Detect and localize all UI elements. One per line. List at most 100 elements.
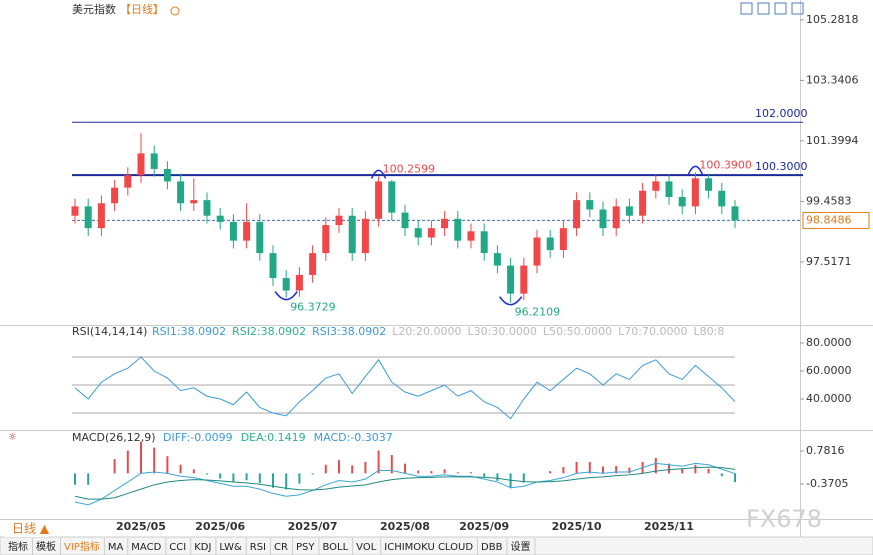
candle-body [256,221,264,254]
y-tick-label: 105.2818 [806,13,859,26]
candle-body [441,218,449,229]
period-tab[interactable] [4,520,48,537]
candle-body [322,225,330,254]
toolbar-tab[interactable]: KDJ [194,542,211,553]
x-tick-label: 2025/05 [116,520,166,533]
candle-body [546,237,554,250]
legend-entry: RSI3:38.0902 [312,325,386,338]
toolbar-tab[interactable]: 指标 [8,540,28,553]
icon[interactable] [757,2,770,15]
legend-entry: L20:20.0000 [392,325,461,338]
toolbar-tab[interactable]: 模板 [36,540,56,553]
candle-body [203,200,211,216]
rsi-line [74,356,736,420]
y-tick-label: 0.7816 [806,444,845,457]
candle-body [678,197,686,207]
candle-body [124,175,132,188]
candle-body [361,218,369,254]
toolbar-tab[interactable]: MA [108,542,124,553]
icon[interactable]: ☼ [8,432,17,443]
candle-body [111,187,119,204]
candle-body [295,274,303,291]
candle-body [163,168,171,182]
candle-body [718,190,726,207]
toolbar-tab[interactable]: VIP指标 [64,540,100,553]
marker-arc [370,169,387,179]
x-tick-label: 2025/09 [459,520,509,533]
candle-body [599,209,607,229]
icon[interactable] [740,2,753,15]
legend-entry: DEA:0.1419 [241,431,306,444]
candle-body [348,215,356,254]
y-tick-label: 60.0000 [806,364,852,377]
toolbar-tab[interactable]: CCI [169,542,186,553]
candle-body [243,221,251,241]
candle-body [652,181,660,191]
icon[interactable] [170,6,180,16]
candle-body [665,181,673,198]
candle-body [335,215,343,226]
candle-body [586,200,594,210]
y-tick-label: -0.3705 [806,477,848,490]
candle-body [401,212,409,229]
toolbar-tab[interactable]: DBB [481,542,503,553]
legend-entry: RSI2:38.0902 [232,325,306,338]
candle-body [150,153,158,169]
candle-body [639,190,647,216]
annotation: 96.3729 [290,301,336,314]
marker-arc [687,165,704,175]
toolbar-tab[interactable]: LW& [219,542,242,553]
toolbar-tab[interactable]: 设置 [510,541,530,553]
x-tick-label: 2025/07 [288,520,338,533]
toolbar-tab[interactable]: RSI [250,542,266,553]
candle-body [520,265,528,294]
candle-body [388,181,396,213]
candle-body [612,206,620,229]
candle-body [414,228,422,238]
chart-title: 美元指数 [72,2,116,16]
toolbar-tab[interactable]: BOLL [322,542,348,553]
period-button[interactable]: 日线 ▲ [12,522,50,536]
annotation: 96.2109 [515,306,561,319]
legend-entry: DIFF:-0.0099 [163,431,233,444]
candle-body [559,228,567,250]
toolbar-tab[interactable]: CR [274,542,288,553]
legend-entry: L30:30.0000 [468,325,537,338]
macd-line [74,462,736,506]
toolbar-tab[interactable]: VOL [356,542,377,553]
candle-body [731,206,739,221]
toolbar-tab[interactable]: MACD [131,542,161,553]
candle-body [282,278,290,291]
candle-body [480,231,488,254]
candle-body [507,265,515,294]
legend-entry: RSI1:38.0902 [152,325,226,338]
icon[interactable] [791,2,804,15]
y-tick-label: 99.4583 [806,194,852,207]
horizontal-line-label: 102.0000 [755,107,808,120]
candle-body [691,178,699,207]
icon[interactable] [774,2,787,15]
marker-arc [274,291,298,301]
toolbar-icons [740,2,804,15]
candle-body [533,237,541,266]
annotation: 100.3900 [699,158,752,171]
toolbar-tab[interactable]: PSY [296,542,315,553]
horizontal-line-label: 100.3000 [755,160,808,173]
panel-name: MACD(26,12,9) [72,431,156,444]
y-tick-label: 80.0000 [806,336,852,349]
candle-body [269,253,277,279]
legend-entry: L70:70.0000 [618,325,687,338]
toolbar-tab[interactable]: ICHIMOKU CLOUD [384,542,473,553]
candle-body [309,253,317,275]
x-tick-label: 2025/06 [195,520,245,533]
y-tick-label: 101.3994 [806,134,859,147]
legend-entry: MACD:-0.3037 [314,431,393,444]
y-tick-label: 97.5171 [806,255,852,268]
candle-body [216,215,224,222]
last-price-box [802,211,870,229]
candle-body [625,206,633,216]
candle-body [493,253,501,266]
y-tick-label: 40.0000 [806,392,852,405]
legend-entry: L50:50.0000 [543,325,612,338]
